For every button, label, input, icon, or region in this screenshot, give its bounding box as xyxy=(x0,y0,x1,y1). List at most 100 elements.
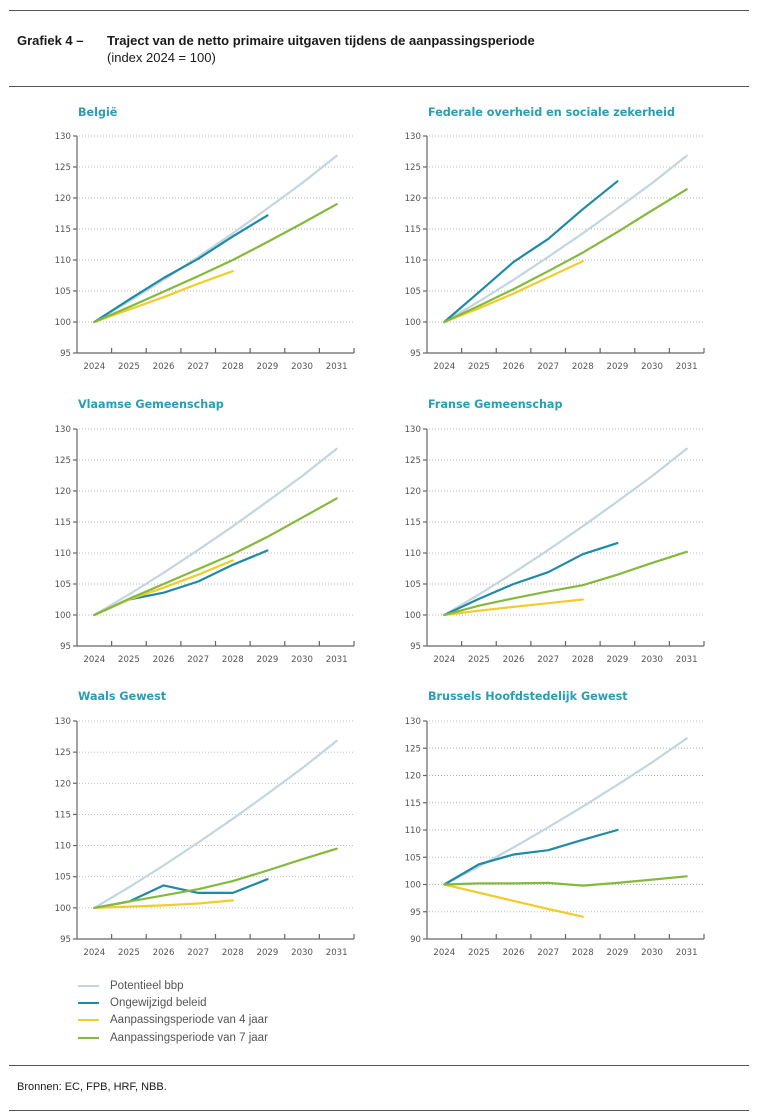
y-tick-label: 105 xyxy=(55,873,71,883)
legend-swatch xyxy=(78,1001,99,1004)
legend-label: Ongewijzigd beleid xyxy=(110,996,207,1009)
x-tick-label: 2024 xyxy=(433,362,455,372)
series-line-ongewijzigd-beleid xyxy=(443,541,619,617)
x-tick-label: 2031 xyxy=(676,655,698,665)
y-tick-label: 100 xyxy=(55,904,71,914)
y-tick-label: 110 xyxy=(55,842,71,852)
chart-title: België xyxy=(78,106,118,119)
figure-title: Traject van de netto primaire uitgaven t… xyxy=(107,33,535,48)
x-tick-label: 2029 xyxy=(257,655,279,665)
series-line-potentieel-bbp xyxy=(93,447,338,617)
y-tick-label: 120 xyxy=(55,194,71,204)
x-tick-label: 2027 xyxy=(537,655,559,665)
legend-item-7-jaar: Aanpassingsperiode van 7 jaar xyxy=(78,1029,268,1046)
legend-label: Potentieel bbp xyxy=(110,979,184,992)
x-tick-label: 2030 xyxy=(641,655,663,665)
series-line-aanpassingsperiode-van-4-jaar xyxy=(443,260,584,324)
series-line-potentieel-bbp xyxy=(93,154,338,324)
x-tick-label: 2029 xyxy=(607,655,629,665)
y-tick-label: 110 xyxy=(405,826,421,836)
y-tick-label: 105 xyxy=(55,580,71,590)
y-tick-label: 110 xyxy=(55,549,71,559)
chart-panel-4: Franse Gemeenschap 95 100 105 110 115 120 125 13… xyxy=(405,398,705,665)
x-tick-label: 2030 xyxy=(291,655,313,665)
y-tick-label: 105 xyxy=(405,580,421,590)
y-tick-label: 120 xyxy=(55,487,71,497)
top-rule xyxy=(9,10,749,11)
series-line-ongewijzigd-beleid xyxy=(93,214,269,324)
x-tick-label: 2024 xyxy=(83,655,105,665)
y-tick-label: 115 xyxy=(405,225,421,235)
x-tick-label: 2026 xyxy=(503,655,525,665)
series-line-potentieel-bbp xyxy=(443,737,688,886)
y-tick-label: 125 xyxy=(405,456,421,466)
series-line-aanpassingsperiode-van-7-jaar xyxy=(93,497,338,617)
x-tick-label: 2028 xyxy=(572,948,594,958)
series-line-ongewijzigd-beleid xyxy=(443,828,619,886)
y-tick-label: 105 xyxy=(405,853,421,863)
y-tick-label: 95 xyxy=(60,642,71,652)
series-line-aanpassingsperiode-van-7-jaar xyxy=(443,188,688,324)
y-tick-label: 110 xyxy=(55,256,71,266)
y-tick-label: 95 xyxy=(410,349,421,359)
chart-title: Vlaamse Gemeenschap xyxy=(78,398,224,411)
x-tick-label: 2028 xyxy=(222,655,244,665)
x-tick-label: 2026 xyxy=(153,362,175,372)
legend-swatch xyxy=(78,1019,99,1022)
y-tick-label: 120 xyxy=(405,772,421,782)
x-tick-label: 2026 xyxy=(153,655,175,665)
series-line-potentieel-bbp xyxy=(443,447,688,617)
legend-item-4-jaar: Aanpassingsperiode van 4 jaar xyxy=(78,1012,268,1029)
series-line-potentieel-bbp xyxy=(443,154,688,324)
legend-item-ongewijzigd-beleid: Ongewijzigd beleid xyxy=(78,994,268,1011)
bottom-rule xyxy=(9,1110,749,1111)
legend-label: Aanpassingsperiode van 4 jaar xyxy=(110,1014,268,1027)
x-tick-label: 2029 xyxy=(607,362,629,372)
x-tick-label: 2027 xyxy=(187,655,209,665)
chart-panel-1: België 95 100 105 110 115 120 125 130 2024 2025 202… xyxy=(55,106,355,372)
y-tick-label: 100 xyxy=(405,318,421,328)
chart-title: Franse Gemeenschap xyxy=(428,398,562,411)
series-line-aanpassingsperiode-van-7-jaar xyxy=(443,550,688,617)
x-tick-label: 2031 xyxy=(676,362,698,372)
y-tick-label: 105 xyxy=(55,287,71,297)
y-tick-label: 95 xyxy=(60,349,71,359)
x-tick-label: 2025 xyxy=(118,948,140,958)
y-tick-label: 125 xyxy=(55,163,71,173)
y-tick-label: 115 xyxy=(55,225,71,235)
series-line-ongewijzigd-beleid xyxy=(443,180,619,324)
y-tick-label: 115 xyxy=(405,799,421,809)
legend-label: Aanpassingsperiode van 7 jaar xyxy=(110,1031,268,1044)
y-tick-label: 95 xyxy=(410,908,421,918)
y-tick-label: 130 xyxy=(405,132,421,142)
series-line-potentieel-bbp xyxy=(93,739,338,910)
y-tick-label: 130 xyxy=(405,425,421,435)
y-tick-label: 115 xyxy=(405,518,421,528)
y-tick-label: 125 xyxy=(405,163,421,173)
x-tick-label: 2029 xyxy=(257,362,279,372)
x-tick-label: 2025 xyxy=(118,362,140,372)
x-tick-label: 2025 xyxy=(468,362,490,372)
x-tick-label: 2026 xyxy=(503,948,525,958)
y-tick-label: 115 xyxy=(55,518,71,528)
chart-title: Federale overheid en sociale zekerheid xyxy=(428,106,675,119)
chart-panel-3: Vlaamse Gemeenschap 95 100 105 110 115 120 125 1… xyxy=(55,398,355,665)
x-tick-label: 2027 xyxy=(537,948,559,958)
y-tick-label: 95 xyxy=(60,935,71,945)
x-tick-label: 2025 xyxy=(468,948,490,958)
y-tick-label: 130 xyxy=(55,425,71,435)
legend-swatch xyxy=(78,1036,99,1039)
x-tick-label: 2024 xyxy=(83,948,105,958)
series-line-aanpassingsperiode-van-7-jaar xyxy=(93,203,338,324)
footer-rule xyxy=(9,1065,749,1066)
chart-title: Waals Gewest xyxy=(78,690,167,703)
y-tick-label: 130 xyxy=(55,132,71,142)
x-tick-label: 2024 xyxy=(433,948,455,958)
y-tick-label: 100 xyxy=(55,318,71,328)
source-note: Bronnen: EC, FPB, HRF, NBB. xyxy=(17,1081,167,1093)
x-tick-label: 2024 xyxy=(433,655,455,665)
x-tick-label: 2024 xyxy=(83,362,105,372)
y-tick-label: 110 xyxy=(405,256,421,266)
series-line-aanpassingsperiode-van-4-jaar xyxy=(443,598,584,617)
